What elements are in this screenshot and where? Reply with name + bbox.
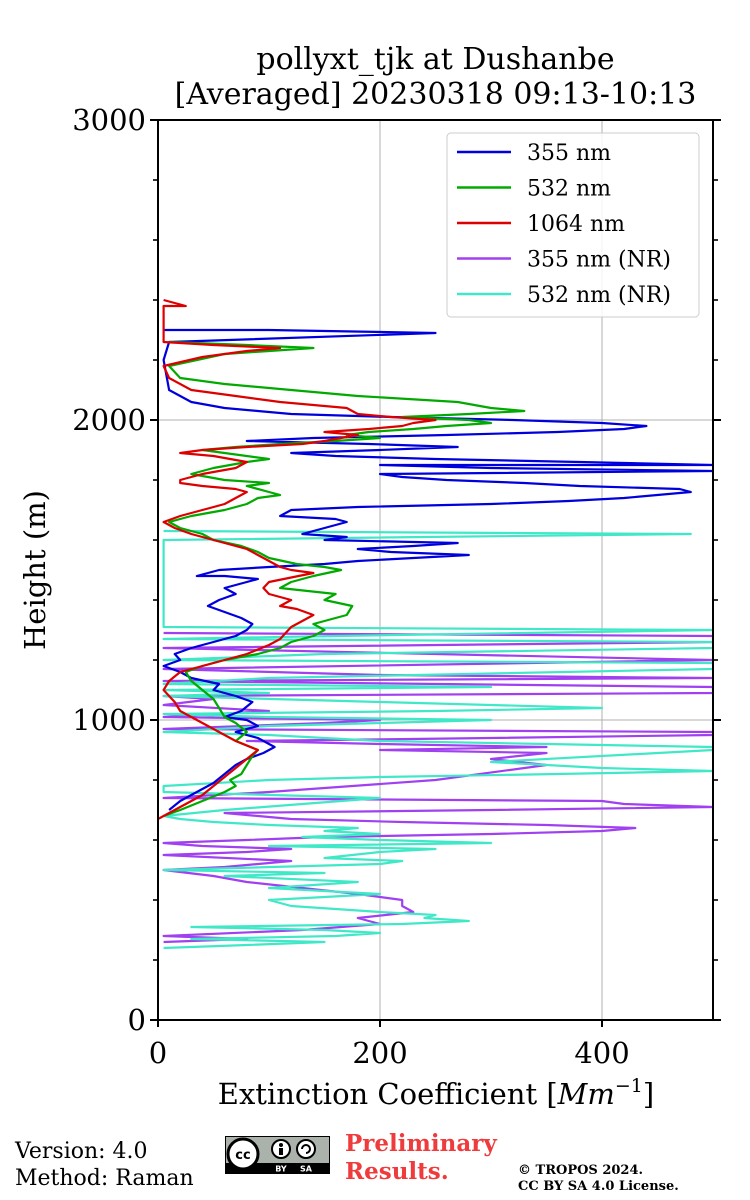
series-line-532-nm-nr-: [162, 529, 713, 950]
x-tick-label-0: 0: [149, 1036, 167, 1070]
x-axis-label-exponent: −1: [615, 1075, 643, 1097]
footer-info: Version: 4.0 Method: Raman: [15, 1138, 194, 1192]
y-axis-label: Height (m): [18, 490, 52, 650]
y-tick-label-2: 2000: [72, 403, 146, 437]
y-tick-label-0: 0: [128, 1003, 146, 1037]
method-text: Method: Raman: [15, 1166, 194, 1191]
extinction-profile-chart: 0 200 400 0 1000 2000 3000 355 nm 532 nm 1064 nm…: [18, 103, 721, 1111]
axis-ticks: 0 200 400 0 1000 2000 3000: [72, 103, 721, 1070]
x-axis-label-unit: Mm: [557, 1077, 615, 1111]
x-tick-label-1: 200: [352, 1036, 407, 1070]
copyright-line-2: CC BY SA 4.0 License.: [518, 1179, 679, 1194]
legend-label-0: 355 nm: [527, 141, 611, 166]
preliminary-line-2: Results.: [345, 1158, 449, 1185]
cc-text: cc: [235, 1148, 250, 1163]
series-line-1064-nm: [158, 298, 437, 820]
y-tick-label-3: 3000: [72, 103, 146, 137]
series-line-532-nm: [163, 340, 526, 818]
by-text: BY: [275, 1165, 287, 1174]
copyright-notice: © TROPOS 2024. CC BY SA 4.0 License.: [518, 1163, 679, 1195]
x-tick-label-2: 400: [574, 1036, 629, 1070]
chart-subtitle: [Averaged] 20230318 09:13-10:13: [174, 77, 697, 112]
legend-label-3: 355 nm (NR): [527, 248, 671, 273]
x-axis-label-text: Extinction Coefficient [: [218, 1077, 558, 1111]
copyright-line-1: © TROPOS 2024.: [518, 1163, 644, 1178]
legend: 355 nm 532 nm 1064 nm 355 nm (NR) 532 nm (NR…: [446, 132, 700, 318]
series-line-355-nm-nr-: [162, 631, 713, 944]
x-axis-label-close: ]: [643, 1077, 654, 1111]
legend-label-4: 532 nm (NR): [527, 283, 671, 308]
legend-box: [446, 132, 700, 318]
series-line-355-nm: [162, 328, 713, 811]
series-lines: [158, 298, 713, 950]
sa-text: SA: [300, 1165, 313, 1174]
preliminary-line-1: Preliminary: [345, 1130, 497, 1157]
legend-label-2: 1064 nm: [527, 212, 625, 237]
x-axis-label: Extinction Coefficient [Mm−1]: [218, 1075, 654, 1111]
plot-frame: [157, 119, 714, 1021]
version-text: Version: 4.0: [15, 1139, 148, 1164]
sa-icon: [296, 1139, 316, 1159]
cc-license-badge: cc BY SA: [225, 1136, 330, 1174]
preliminary-notice: Preliminary Results.: [345, 1130, 497, 1186]
chart-title: pollyxt_tjk at Dushanbe: [256, 42, 615, 77]
legend-label-1: 532 nm: [527, 177, 611, 202]
y-tick-label-1: 1000: [72, 703, 146, 737]
